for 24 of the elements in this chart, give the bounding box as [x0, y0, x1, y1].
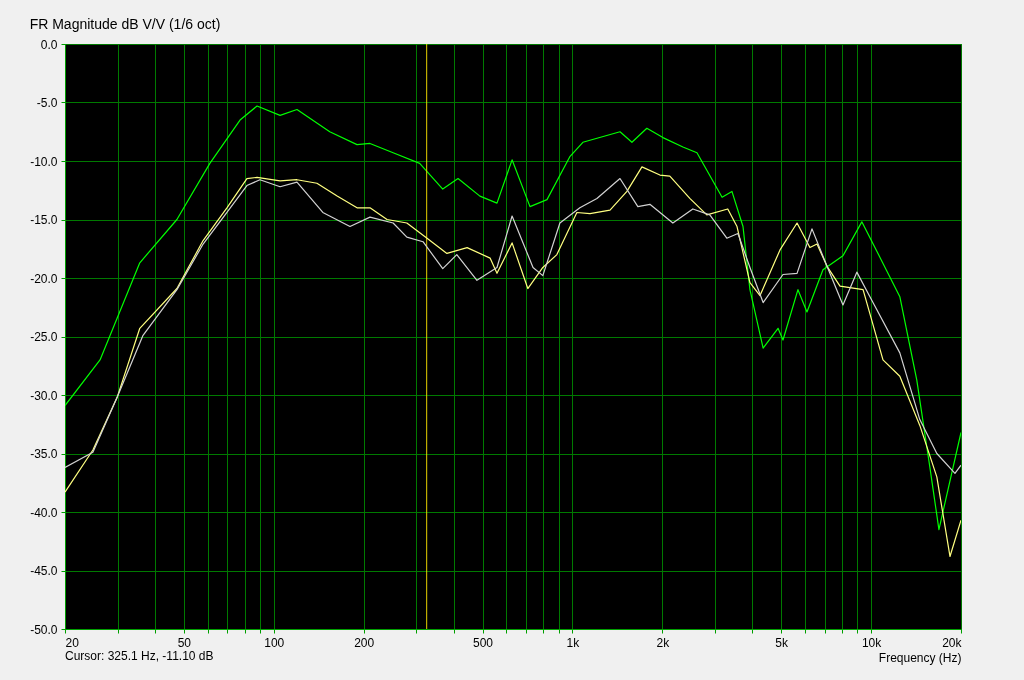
y-tick-label: -10.0: [30, 154, 58, 169]
y-tick-label: -15.0: [30, 213, 58, 227]
x-tick-label: 2k: [656, 635, 671, 650]
x-tick-label: 200: [354, 635, 375, 650]
x-tick-label: 100: [264, 635, 285, 650]
y-tick-label: -5.0: [36, 96, 58, 110]
x-tick-label: 1k: [566, 635, 581, 650]
text: Cursor: 325.1 Hz, -11.10 dB: [65, 649, 214, 663]
y-tick-label: -50.0: [30, 622, 58, 637]
x-tick-label: 50: [177, 635, 192, 650]
y-tick-label: -20.0: [30, 271, 58, 286]
x-axis-title: Frequency (Hz): [878, 650, 962, 665]
y-tick-label: -30.0: [30, 388, 58, 403]
y-tick-label: -45.0: [30, 564, 58, 578]
x-tick-label: 20k: [942, 635, 963, 650]
x-tick-label: 500: [473, 635, 494, 650]
x-tick-label: 10k: [861, 635, 883, 650]
y-tick-label: -25.0: [30, 330, 58, 344]
y-tick-label: 0.0: [40, 37, 58, 52]
x-tick-label: 20: [65, 635, 80, 650]
y-tick-label: -35.0: [30, 447, 58, 461]
chart-title: FR Magnitude dB V/V (1/6 oct): [29, 16, 221, 32]
y-tick-label: -40.0: [30, 505, 58, 520]
x-tick-label: 5k: [775, 635, 790, 650]
